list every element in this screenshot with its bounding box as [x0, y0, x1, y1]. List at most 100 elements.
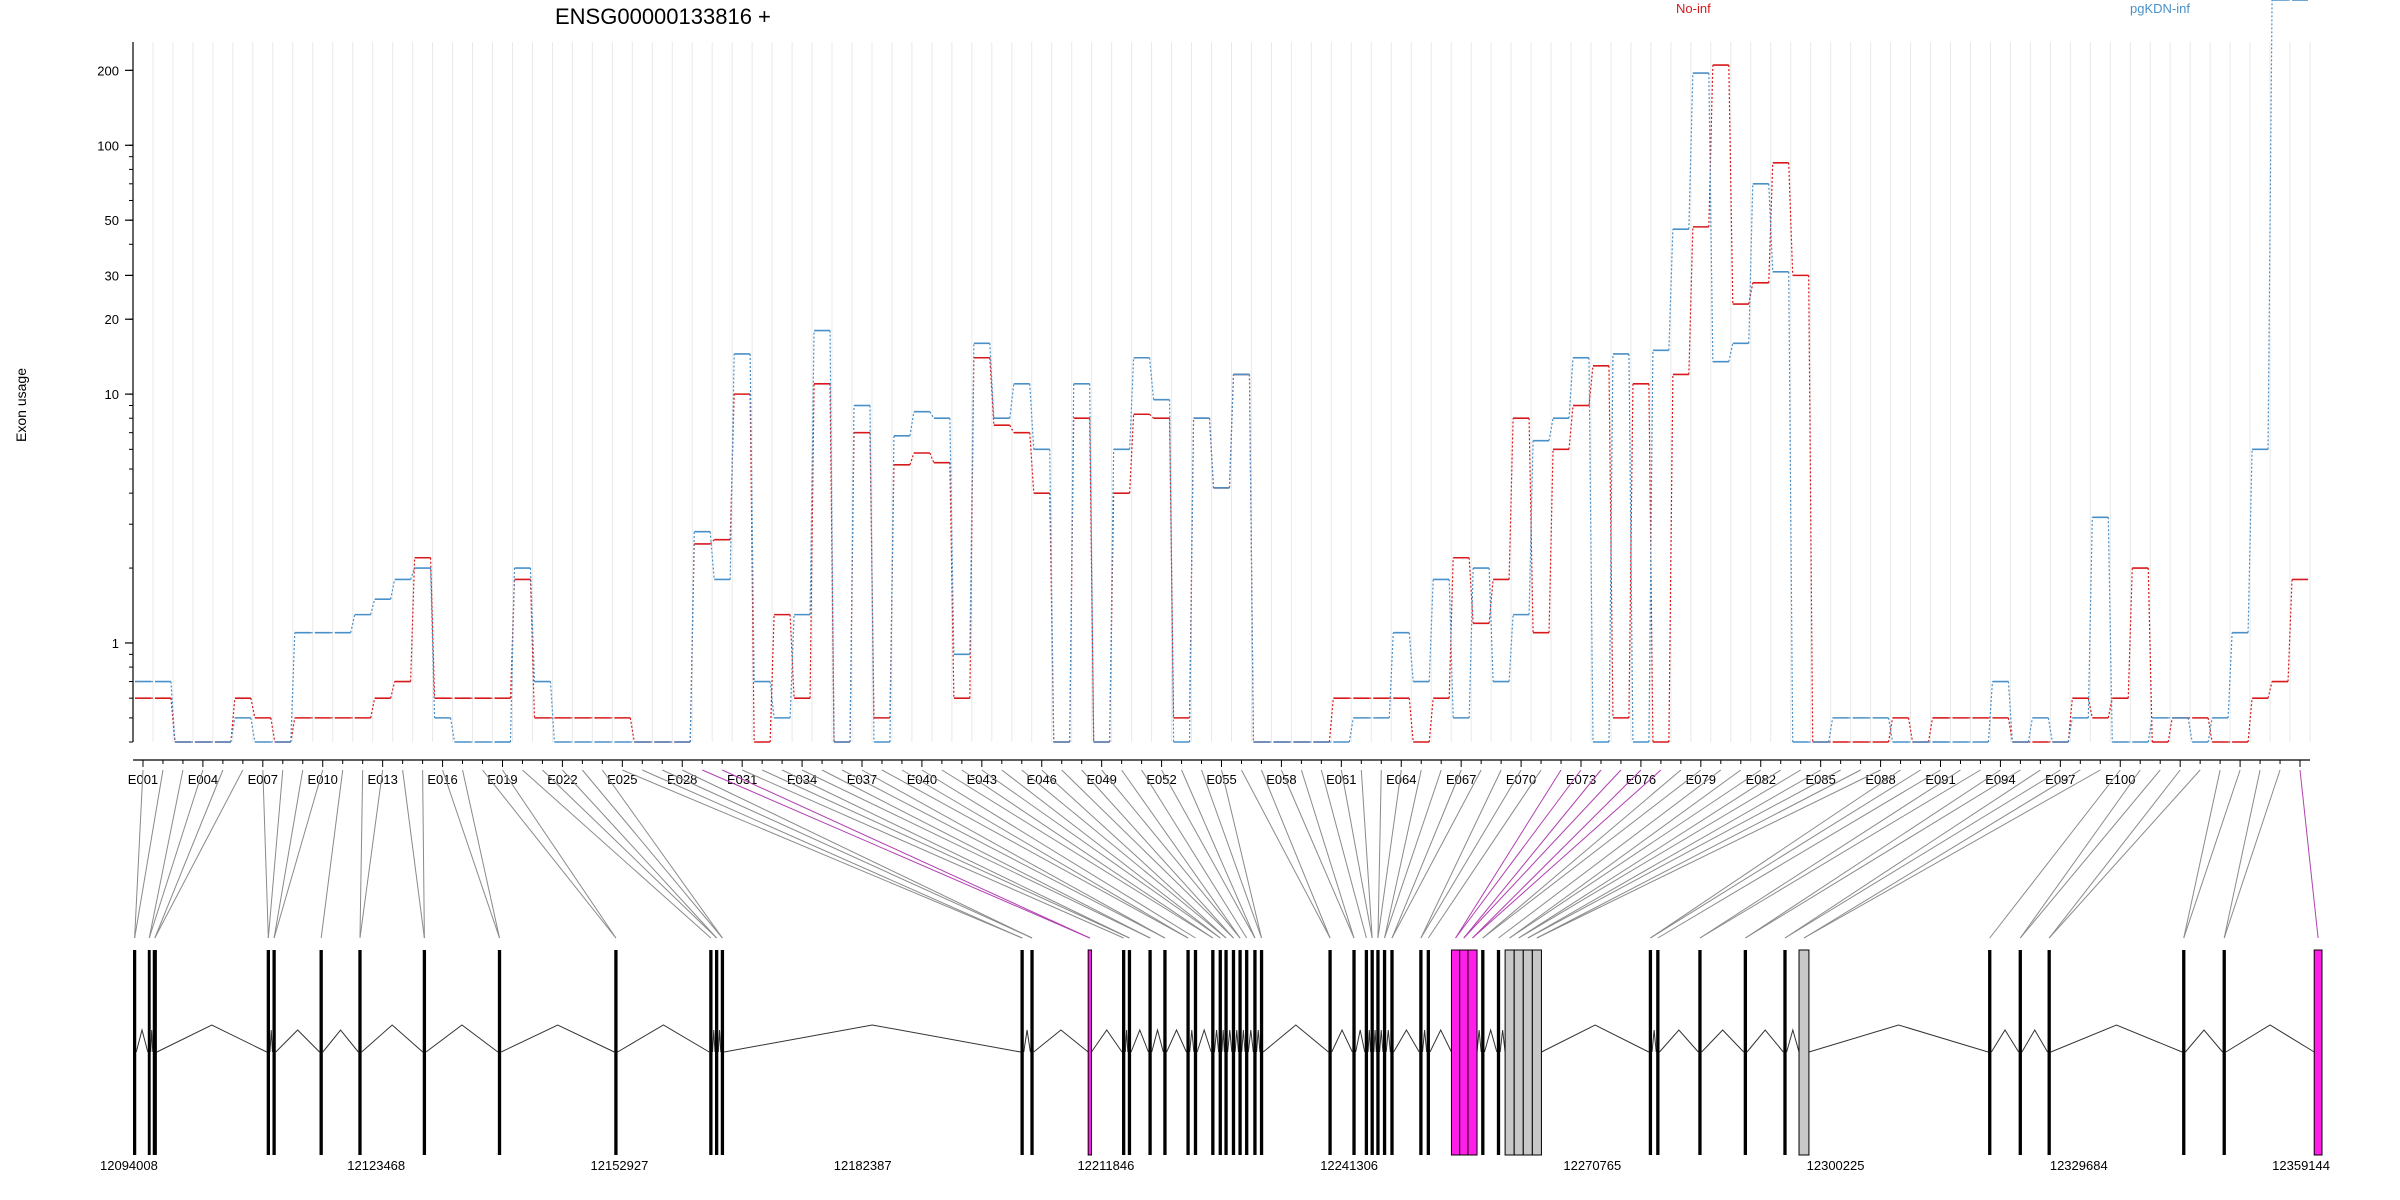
intron-line [1701, 1029, 1745, 1053]
exon-block [147, 950, 151, 1155]
exon-label: E013 [367, 772, 397, 787]
exon-connector [1221, 769, 1263, 939]
genome-tick-label: 12359144 [2272, 1158, 2330, 1173]
usage-connector [2187, 717, 2193, 743]
usage-connector [629, 717, 635, 743]
exon-block [1030, 950, 1034, 1155]
series-No-inf [135, 64, 2308, 743]
exon-connector [1482, 769, 1702, 939]
exon-block [1988, 950, 1992, 1155]
intron-line [1379, 1029, 1384, 1053]
exon-connector [1320, 769, 1367, 939]
usage-connector [1668, 374, 1674, 743]
usage-connector [1688, 226, 1694, 375]
intron-line [2185, 1029, 2223, 1053]
usage-connector [1508, 614, 1514, 682]
legend-no-inf: No-inf [1676, 1, 1711, 16]
y-tick-label: 200 [97, 63, 119, 78]
usage-connector [2027, 717, 2033, 743]
genome-tick-label: 12300225 [1807, 1158, 1865, 1173]
intron-line [1091, 1029, 1123, 1053]
exon-block [1231, 950, 1236, 1155]
exon-connector [1391, 769, 1462, 939]
usage-connector [529, 579, 536, 718]
usage-connector [1109, 449, 1115, 743]
exon-connector [359, 769, 364, 939]
usage-connector [1808, 275, 1814, 743]
exon-connector [2223, 769, 2261, 939]
exon-block [1531, 949, 1542, 1156]
usage-connector [1129, 414, 1135, 494]
exon-connector [422, 769, 425, 939]
exon-block [1390, 950, 1394, 1155]
exon-label: E016 [427, 772, 457, 787]
usage-connector [2267, 0, 2273, 450]
intron-line [2225, 1024, 2315, 1053]
exon-connector [1455, 769, 1562, 939]
genome-tick-label: 12123468 [347, 1158, 405, 1173]
exon-block [1259, 950, 1264, 1155]
intron-line [135, 1028, 149, 1053]
intron-line [1023, 1029, 1031, 1053]
usage-connector [1887, 717, 1894, 743]
exon-connector [1360, 769, 1373, 939]
exon-block [1127, 950, 1132, 1155]
usage-connector [270, 717, 276, 743]
exon-connector [1161, 769, 1256, 939]
exon-connector [1699, 769, 1961, 939]
usage-connector [1168, 399, 1175, 743]
intron-line [269, 1029, 273, 1053]
exon-label: E037 [847, 772, 877, 787]
exon-block [1352, 950, 1356, 1155]
usage-connector [1468, 568, 1474, 718]
exon-block [2018, 950, 2022, 1155]
exon-block [1481, 950, 1485, 1155]
exon-block [1522, 949, 1533, 1156]
usage-connector [250, 717, 256, 743]
usage-connector [1148, 357, 1155, 400]
intron-line [1476, 1029, 1482, 1053]
exon-connector [642, 769, 1023, 939]
exon-connector [1384, 769, 1442, 939]
exon-block [1253, 950, 1257, 1155]
exon-label: E085 [1805, 772, 1835, 787]
exon-block [1122, 950, 1126, 1155]
exon-connector [148, 769, 204, 939]
exon-label: E043 [967, 772, 997, 787]
exon-connector [1141, 769, 1248, 939]
intron-line [2021, 1029, 2048, 1053]
exon-label: E076 [1626, 772, 1656, 787]
intron-line [1990, 1029, 2020, 1053]
exon-block [266, 950, 270, 1155]
usage-connector [370, 698, 376, 719]
exon-block [1218, 950, 1222, 1155]
usage-connector [1708, 73, 1714, 362]
exon-connectors [134, 769, 2319, 939]
genome-tick-label: 12241306 [1320, 1158, 1378, 1173]
intron-line [617, 1024, 710, 1053]
exon-connector [482, 769, 617, 939]
usage-connector [390, 681, 396, 699]
usage-connector [1029, 383, 1035, 450]
intron-line [1331, 1028, 1353, 1053]
usage-connector [1728, 343, 1734, 362]
exon-connector [320, 769, 344, 939]
usage-connector [729, 353, 735, 580]
usage-connector [2167, 717, 2173, 743]
usage-connector [449, 717, 456, 743]
usage-connector [1628, 353, 1634, 743]
exon-connector [2183, 769, 2221, 939]
exon-label: E088 [1865, 772, 1895, 787]
exon-connector [622, 769, 1023, 939]
exon-block [2182, 950, 2186, 1155]
exon-axis: E001E004E007E010E013E016E019E022E025E028… [128, 759, 2310, 787]
exon-connector [1518, 769, 1781, 939]
usage-connector [1488, 568, 1494, 682]
exon-connector [442, 769, 500, 939]
usage-connector [2267, 681, 2273, 699]
intron-line [723, 1024, 1021, 1053]
usage-connector [1548, 449, 1554, 633]
usage-connector [1248, 374, 1255, 743]
usage-connector [769, 614, 775, 743]
intron-line [1130, 1028, 1149, 1053]
